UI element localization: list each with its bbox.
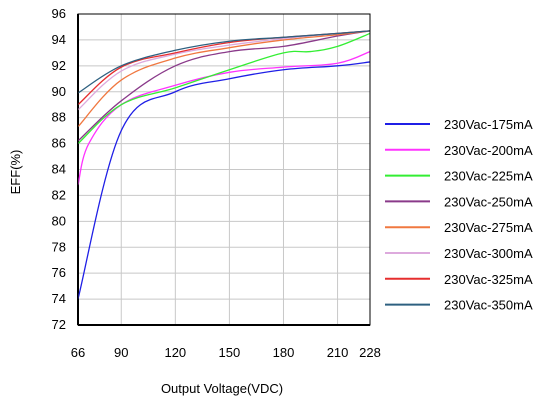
legend-label: 230Vac-275mA (444, 220, 533, 235)
y-tick-label: 82 (52, 187, 66, 202)
y-tick-label: 96 (52, 6, 66, 21)
legend-label: 230Vac-175mA (444, 117, 533, 132)
x-tick-label: 228 (359, 345, 381, 360)
y-tick-label: 80 (52, 213, 66, 228)
y-tick-label: 86 (52, 136, 66, 151)
y-tick-label: 88 (52, 110, 66, 125)
x-tick-label: 120 (164, 345, 186, 360)
y-tick-label: 78 (52, 239, 66, 254)
y-axis-ticks: 72 74 76 78 80 82 84 86 88 90 92 94 96 (52, 6, 66, 332)
legend-label: 230Vac-225mA (444, 169, 533, 184)
y-tick-label: 76 (52, 265, 66, 280)
grid-lines (77, 13, 371, 326)
legend-label: 230Vac-250mA (444, 194, 533, 209)
legend-label: 230Vac-200mA (444, 143, 533, 158)
series-line-8 (77, 30, 371, 94)
series-line-5 (77, 30, 371, 128)
series-line-2 (77, 50, 371, 186)
legend-label: 230Vac-350mA (444, 298, 533, 313)
y-tick-label: 94 (52, 32, 66, 47)
x-axis-label: Output Voltage(VDC) (161, 381, 283, 396)
series-line-3 (77, 32, 371, 145)
y-tick-label: 90 (52, 84, 66, 99)
x-axis-ticks: 66 90 120 150 180 210 228 (71, 345, 381, 360)
y-tick-label: 84 (52, 162, 66, 177)
plot-area-border (77, 13, 371, 326)
legend-label: 230Vac-300mA (444, 246, 533, 261)
y-axis-label: EFF(%) (8, 150, 23, 195)
x-tick-label: 150 (219, 345, 241, 360)
x-tick-label: 66 (71, 345, 85, 360)
legend: 230Vac-175mA 230Vac-200mA 230Vac-225mA 230V… (385, 117, 533, 313)
x-tick-label: 90 (114, 345, 128, 360)
series-line-1 (77, 61, 371, 300)
series-lines (77, 30, 371, 300)
y-tick-label: 74 (52, 291, 66, 306)
series-line-4 (77, 30, 371, 142)
x-tick-label: 210 (327, 345, 349, 360)
x-tick-label: 180 (273, 345, 295, 360)
y-tick-label: 92 (52, 58, 66, 73)
y-tick-label: 72 (52, 317, 66, 332)
legend-label: 230Vac-325mA (444, 272, 533, 287)
